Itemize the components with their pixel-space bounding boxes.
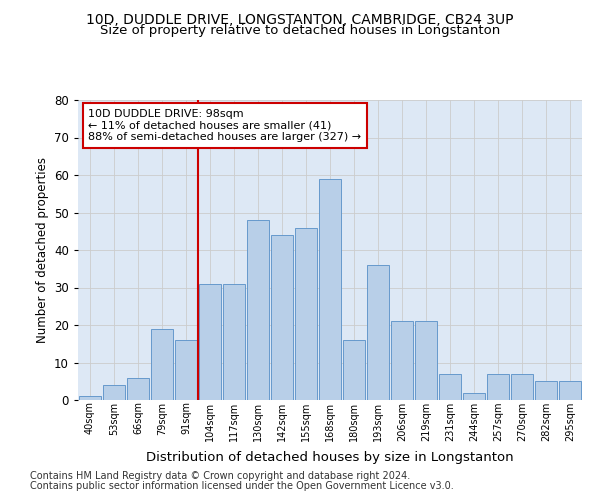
Bar xyxy=(367,265,389,400)
Bar xyxy=(343,340,365,400)
Bar xyxy=(79,396,101,400)
Bar xyxy=(319,179,341,400)
Text: Size of property relative to detached houses in Longstanton: Size of property relative to detached ho… xyxy=(100,24,500,37)
Bar xyxy=(295,228,317,400)
Bar xyxy=(127,378,149,400)
Bar xyxy=(511,374,533,400)
Bar xyxy=(559,381,581,400)
Text: Contains HM Land Registry data © Crown copyright and database right 2024.: Contains HM Land Registry data © Crown c… xyxy=(30,471,410,481)
Bar xyxy=(199,284,221,400)
Bar xyxy=(271,235,293,400)
Bar xyxy=(223,284,245,400)
Bar xyxy=(535,381,557,400)
Text: 10D, DUDDLE DRIVE, LONGSTANTON, CAMBRIDGE, CB24 3UP: 10D, DUDDLE DRIVE, LONGSTANTON, CAMBRIDG… xyxy=(86,12,514,26)
Bar xyxy=(247,220,269,400)
Bar xyxy=(175,340,197,400)
Text: Distribution of detached houses by size in Longstanton: Distribution of detached houses by size … xyxy=(146,451,514,464)
Y-axis label: Number of detached properties: Number of detached properties xyxy=(35,157,49,343)
Bar xyxy=(487,374,509,400)
Text: 10D DUDDLE DRIVE: 98sqm
← 11% of detached houses are smaller (41)
88% of semi-de: 10D DUDDLE DRIVE: 98sqm ← 11% of detache… xyxy=(88,109,361,142)
Bar xyxy=(391,322,413,400)
Bar xyxy=(439,374,461,400)
Bar xyxy=(415,322,437,400)
Bar xyxy=(151,329,173,400)
Bar xyxy=(463,392,485,400)
Text: Contains public sector information licensed under the Open Government Licence v3: Contains public sector information licen… xyxy=(30,481,454,491)
Bar xyxy=(103,385,125,400)
